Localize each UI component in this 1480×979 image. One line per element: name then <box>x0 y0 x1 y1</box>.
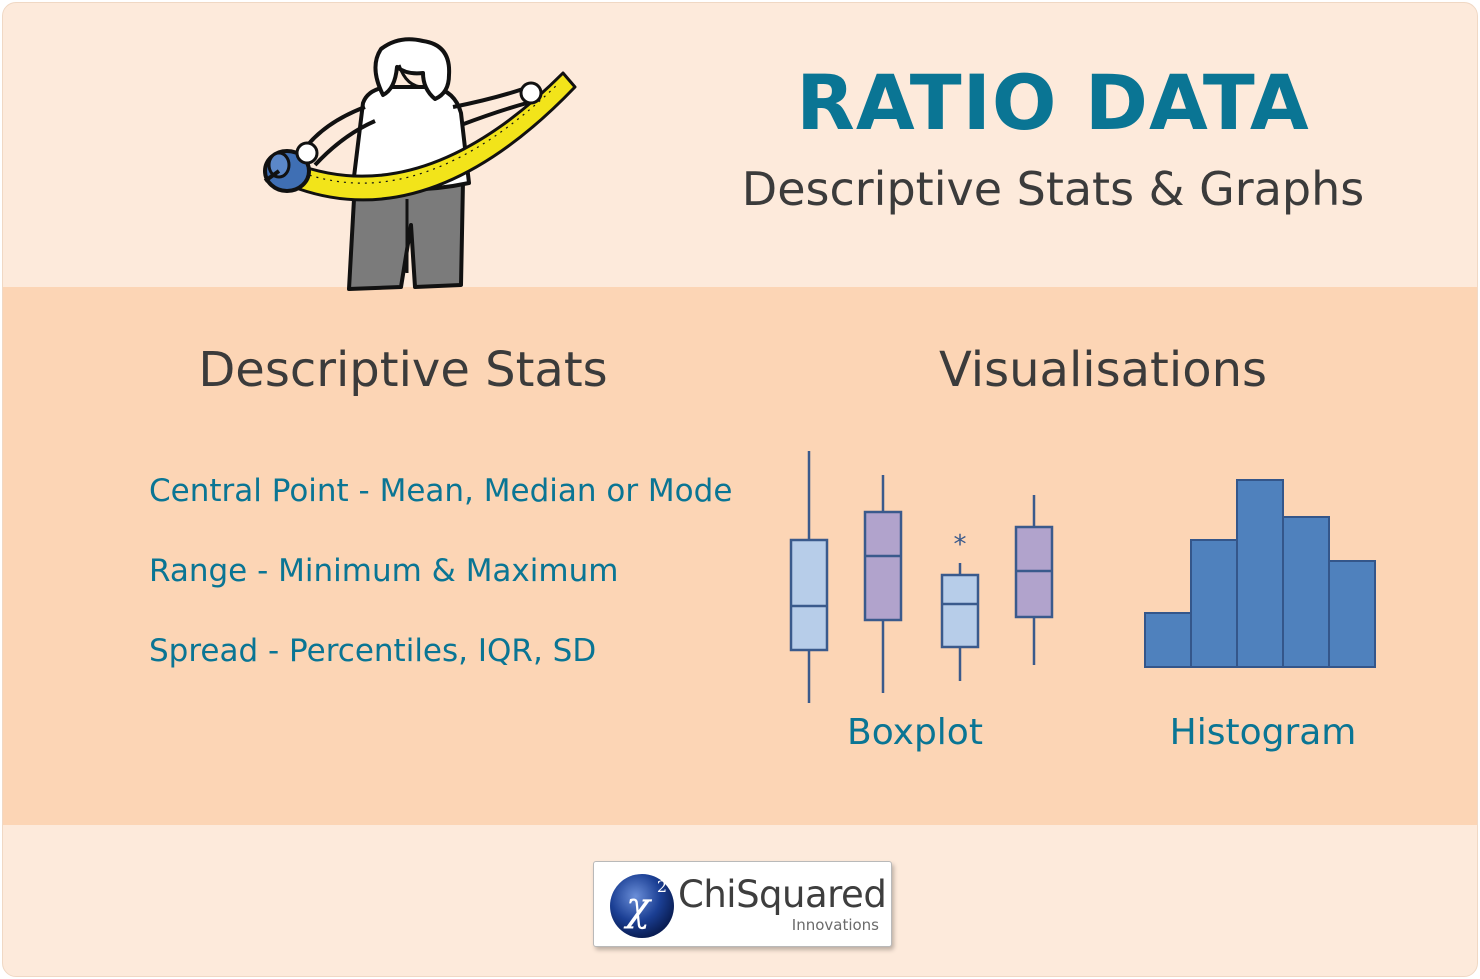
histogram-label: Histogram <box>1169 712 1357 753</box>
histogram-icon <box>1144 479 1376 668</box>
chisquared-logo: χ 2 ChiSquared Innovations <box>593 861 892 947</box>
page-subtitle: Descriptive Stats & Graphs <box>741 162 1365 216</box>
stat-range: Range - Minimum & Maximum <box>149 553 619 589</box>
descriptive-stats-heading: Descriptive Stats <box>198 342 608 398</box>
chi-squared-icon: χ 2 <box>610 874 674 938</box>
stat-central-point: Central Point - Mean, Median or Mode <box>149 473 733 509</box>
chi-symbol: χ <box>623 884 653 930</box>
outlier-marker: * <box>954 530 967 560</box>
person-measuring-tape-icon <box>263 37 577 291</box>
chi-superscript: 2 <box>657 877 667 896</box>
boxplot-icon: * <box>789 451 1054 703</box>
logo-tagline: Innovations <box>791 916 879 934</box>
logo-name: ChiSquared <box>678 873 887 916</box>
stat-spread: Spread - Percentiles, IQR, SD <box>149 633 597 669</box>
visualisations-heading: Visualisations <box>938 342 1267 398</box>
page-title: RATIO DATA <box>796 58 1310 147</box>
boxplot-label: Boxplot <box>847 712 983 753</box>
